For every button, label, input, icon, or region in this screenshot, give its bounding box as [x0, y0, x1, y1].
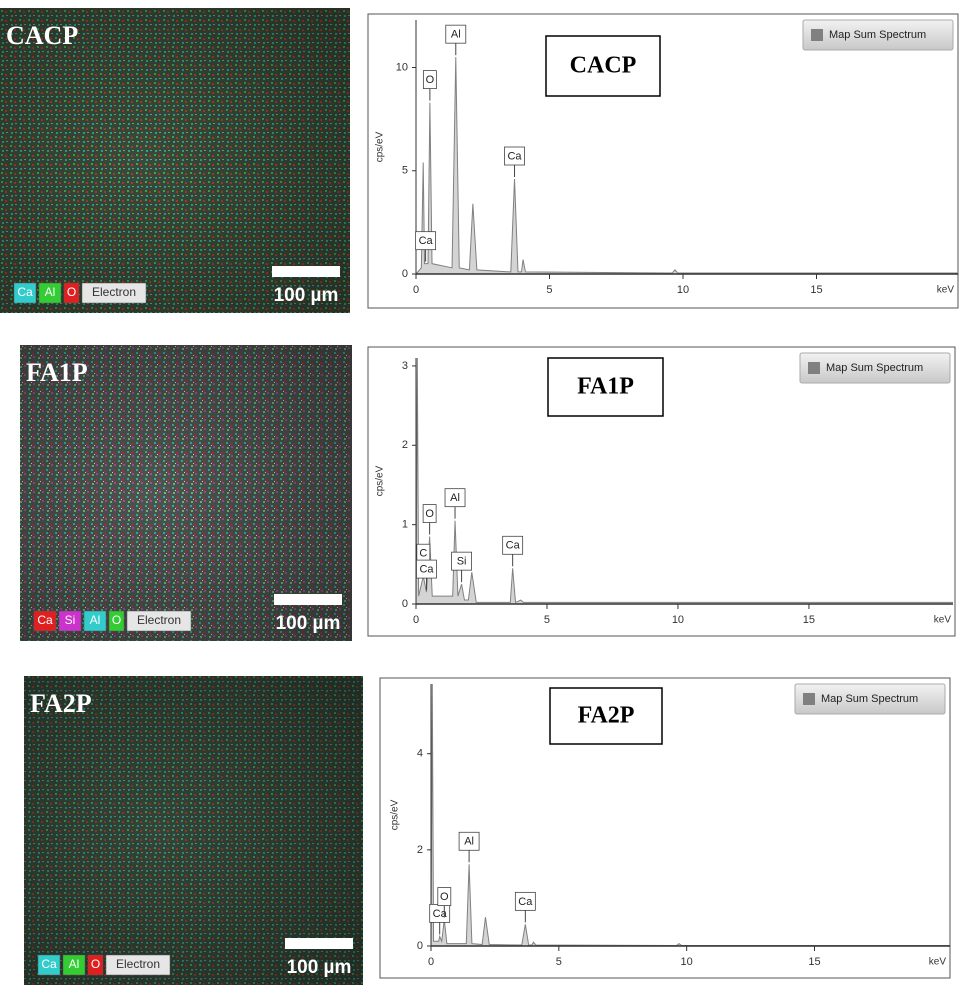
x-tick-label: 10 [681, 956, 693, 968]
annotation-label: Ca [419, 564, 434, 576]
legend-swatch [803, 693, 815, 705]
map-label: CACP [6, 21, 78, 50]
legend-swatch [811, 29, 823, 41]
y-tick-label: 1 [402, 519, 408, 531]
element-label: Electron [116, 957, 160, 971]
y-tick-label: 5 [402, 165, 408, 177]
scale-bar [274, 594, 342, 605]
x-tick-label: 5 [546, 284, 552, 296]
annotation-label: Ca [507, 150, 522, 162]
chart-frame [380, 678, 950, 978]
element-label: Electron [92, 285, 136, 299]
x-axis-label: keV [929, 957, 947, 968]
annotation-label: O [425, 508, 434, 520]
element-label: O [67, 285, 76, 299]
x-axis-label: keV [934, 615, 952, 626]
y-tick-label: 2 [417, 844, 423, 856]
annotation-label: Ca [518, 896, 533, 908]
y-axis-label: cps/eV [375, 465, 386, 496]
x-tick-label: 0 [413, 284, 419, 296]
x-tick-label: 15 [808, 956, 820, 968]
annotation-label: Ca [506, 540, 521, 552]
element-label: Ca [41, 957, 57, 971]
legend-swatch [808, 362, 820, 374]
x-tick-label: 10 [677, 284, 689, 296]
x-tick-label: 10 [672, 614, 684, 626]
x-axis-label: keV [937, 285, 955, 296]
annotation-label: Al [464, 836, 474, 848]
legend-label: Map Sum Spectrum [829, 29, 926, 41]
element-label: O [91, 957, 100, 971]
annotation-label: Ca [419, 235, 434, 247]
y-tick-label: 0 [402, 268, 408, 280]
element-label: Al [90, 613, 101, 627]
map-label: FA2P [30, 689, 92, 718]
x-tick-label: 0 [428, 956, 434, 968]
x-tick-label: 0 [413, 614, 419, 626]
figure: CACP Ca Al O Electron 100 µm FA1P Ca Si Al O Electr… [0, 0, 961, 985]
scale-bar-label: 100 µm [276, 613, 341, 634]
legend-label: Map Sum Spectrum [821, 693, 918, 705]
scale-bar-label: 100 µm [274, 285, 339, 306]
element-label: Ca [37, 613, 53, 627]
chart-title: CACP [570, 53, 637, 79]
chart-title: FA2P [578, 703, 635, 729]
scale-bar [285, 938, 353, 949]
annotation-label: Al [450, 492, 460, 504]
annotation-label: O [426, 74, 435, 86]
element-label: Si [65, 613, 76, 627]
y-axis-label: cps/eV [375, 131, 386, 162]
annotation-label: Si [457, 556, 467, 568]
element-label: Al [45, 285, 56, 299]
y-tick-label: 3 [402, 360, 408, 372]
chart-title: FA1P [577, 374, 634, 400]
annotation-label: Ca [433, 908, 448, 920]
legend-label: Map Sum Spectrum [826, 362, 923, 374]
annotation-label: C [419, 548, 427, 560]
x-tick-label: 5 [544, 614, 550, 626]
y-axis-label: cps/eV [390, 799, 401, 830]
element-label: Ca [17, 285, 33, 299]
y-tick-label: 10 [396, 61, 408, 73]
x-tick-label: 15 [803, 614, 815, 626]
x-tick-label: 15 [810, 284, 822, 296]
x-tick-label: 5 [556, 956, 562, 968]
element-label: O [112, 613, 121, 627]
annotation-label: Al [451, 29, 461, 41]
element-label: Electron [137, 613, 181, 627]
map-label: FA1P [26, 358, 88, 387]
annotation-label: O [440, 891, 449, 903]
scale-bar [272, 266, 340, 277]
y-tick-label: 2 [402, 439, 408, 451]
element-label: Al [69, 957, 80, 971]
y-tick-label: 0 [402, 598, 408, 610]
scale-bar-label: 100 µm [287, 957, 352, 978]
y-tick-label: 0 [417, 940, 423, 952]
y-tick-label: 4 [417, 748, 423, 760]
